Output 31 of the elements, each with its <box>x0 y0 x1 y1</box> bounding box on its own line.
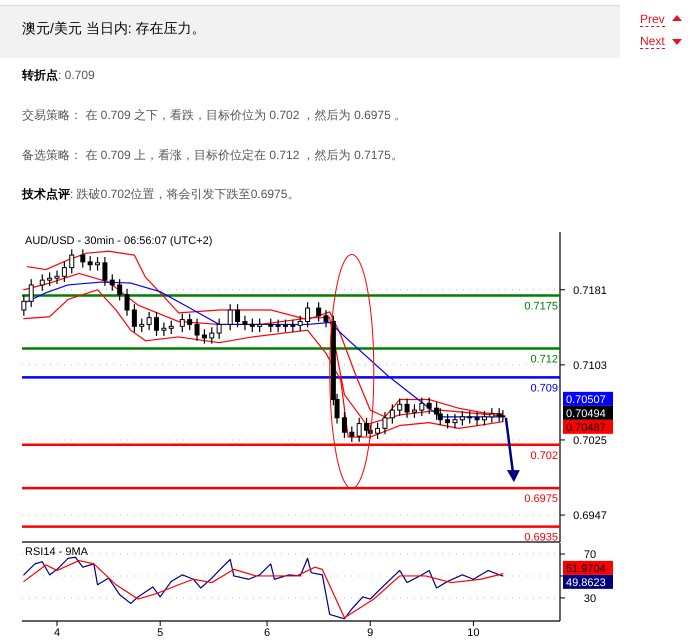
x-tick-label: 5 <box>157 627 164 639</box>
ref-line-label: 0.709 <box>530 382 558 394</box>
text: Prev <box>640 12 665 26</box>
chart-title: RSI14 - 9MA <box>25 546 89 558</box>
y-tick-label: 0.7103 <box>573 360 607 372</box>
y-tick-label: 30 <box>584 592 596 605</box>
ref-line-label: 0.6935 <box>524 532 558 544</box>
ref-line-label: 0.712 <box>530 353 558 366</box>
x-tick-label: 6 <box>264 627 270 639</box>
y-tick-label: 0.7025 <box>573 434 607 447</box>
text: 交易策略： 在 0.709 之下，看跌，目标价位为 0.702 ，然后为 0.6975 。 <box>22 108 406 122</box>
text: 0.70494 <box>566 408 606 420</box>
y-tick-label: 0.6947 <box>573 510 607 522</box>
x-tick-label: 10 <box>467 627 480 639</box>
chart-title: AUD/USD - 30min - 06:56:07 (UTC+2) <box>25 235 212 247</box>
text: 澳元/美元 当日内: 存在压力。 <box>22 20 206 36</box>
y-tick-label: 70 <box>584 548 596 561</box>
ref-line-label: 0.7175 <box>524 300 558 313</box>
x-tick-label: 4 <box>54 627 60 639</box>
text: Next <box>640 34 665 48</box>
ref-line-label: 0.702 <box>530 450 558 462</box>
y-tick-label: 0.7181 <box>573 284 607 297</box>
text: 备选策略： 在 0.709 上，看涨，目标价位定在 0.712 ，然后为 0.7175。 <box>22 148 403 162</box>
ref-line-label: 0.6975 <box>524 493 558 506</box>
text: 技术点评: 跌破0.702位置，将会引发下跌至0.6975。 <box>22 187 300 201</box>
text: 0.70507 <box>566 394 606 406</box>
text: 0.70487 <box>566 422 606 434</box>
text: 51.9704 <box>566 562 606 575</box>
text: 49.8623 <box>566 576 606 589</box>
x-tick-label: 9 <box>367 627 374 639</box>
text: 转折点: 0.709 <box>22 68 95 82</box>
